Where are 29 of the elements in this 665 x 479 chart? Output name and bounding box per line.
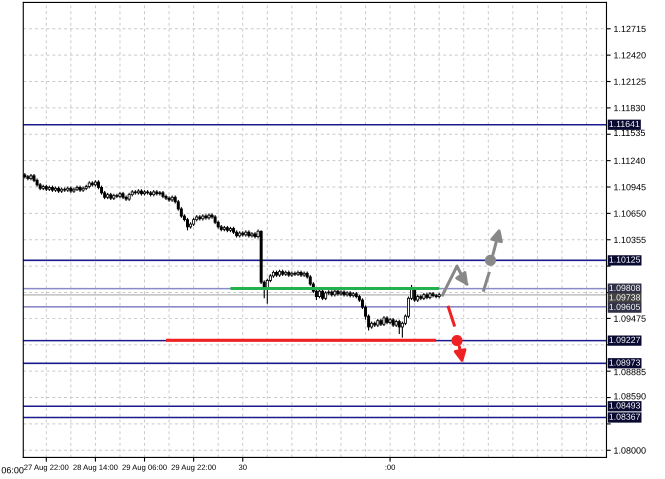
ref-line-label: 1.08973	[609, 359, 640, 366]
ref-line-label: 1.11641	[609, 120, 640, 128]
y-tick-label: 1.08590	[614, 393, 646, 400]
y-tick-label: 1.10650	[614, 210, 646, 217]
candlestick	[186, 217, 189, 231]
y-tick-label: 1.11240	[614, 158, 646, 164]
ref-line-label: 1.09808	[609, 284, 640, 292]
ref-line-label: 1.09227	[609, 336, 640, 343]
candlestick	[63, 186, 66, 192]
candlestick	[266, 278, 269, 304]
y-tick-label: 1.12715	[614, 26, 646, 32]
y-tick-label: 1.10355	[614, 236, 646, 244]
y-tick-label: 1.11830	[614, 104, 646, 112]
ref-line-label: 1.09738	[609, 294, 640, 301]
ref-line-label: 1.10125	[609, 256, 640, 263]
ref-line-label: 1.09605	[609, 304, 640, 310]
candlestick	[382, 316, 386, 327]
y-tick-label: 1.09475	[614, 315, 646, 322]
ref-line-label: 1.08493	[609, 402, 640, 409]
candlestick	[398, 319, 401, 335]
text: 06:00	[2, 466, 24, 474]
y-tick-label: 1.10945	[614, 184, 646, 190]
y-tick-label: 1.11535	[614, 130, 646, 136]
y-tick-label: 1.08000	[614, 447, 646, 454]
y-tick-label: 1.08885	[614, 368, 646, 376]
y-tick-label: 1.12420	[614, 52, 646, 58]
y-tick-label: 1.12125	[614, 78, 646, 85]
candlestick	[321, 288, 324, 301]
ref-line-label: 1.08367	[609, 414, 640, 420]
